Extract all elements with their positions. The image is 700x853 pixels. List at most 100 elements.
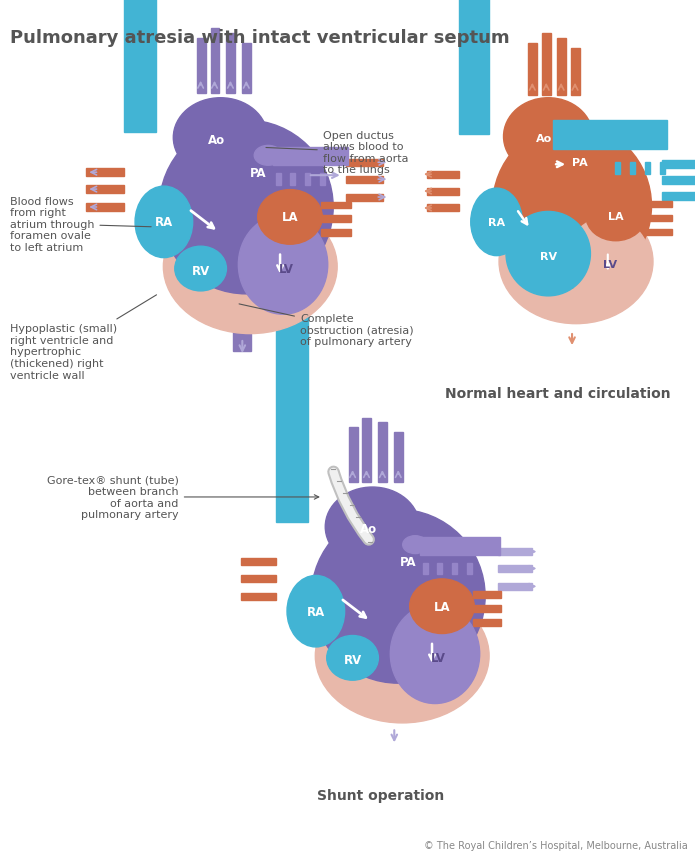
Bar [226, 34, 235, 94]
FancyArrow shape [321, 216, 351, 223]
FancyArrow shape [427, 189, 458, 195]
FancyArrowPatch shape [333, 473, 369, 540]
Text: RV: RV [192, 264, 210, 278]
Bar [197, 39, 206, 94]
Text: Ao: Ao [360, 523, 377, 536]
Bar [557, 39, 566, 96]
Bar [466, 21, 482, 81]
Ellipse shape [174, 99, 267, 178]
Ellipse shape [258, 190, 322, 245]
Text: Complete
obstruction (atresia)
of pulmonary artery: Complete obstruction (atresia) of pulmon… [239, 305, 414, 347]
FancyArrow shape [662, 161, 698, 169]
Ellipse shape [312, 510, 485, 683]
Ellipse shape [326, 487, 419, 567]
Bar [283, 398, 301, 462]
FancyArrow shape [452, 563, 457, 575]
Bar [233, 203, 251, 277]
FancyArrow shape [660, 163, 665, 175]
FancyArrow shape [346, 177, 384, 183]
Text: Ao: Ao [536, 134, 552, 144]
FancyArrow shape [645, 229, 673, 235]
Ellipse shape [506, 212, 590, 297]
Bar [563, 190, 580, 270]
FancyArrow shape [423, 563, 428, 575]
Ellipse shape [503, 99, 593, 176]
FancyArrowPatch shape [333, 473, 369, 540]
Bar [394, 433, 403, 483]
Bar [233, 297, 251, 351]
Bar [385, 587, 403, 666]
FancyArrow shape [427, 171, 458, 178]
Text: RA: RA [155, 216, 173, 229]
Bar [379, 423, 387, 483]
Ellipse shape [493, 125, 652, 288]
Ellipse shape [566, 218, 650, 307]
Ellipse shape [160, 121, 333, 294]
FancyArrow shape [645, 202, 673, 208]
Text: LV: LV [279, 263, 293, 276]
FancyArrow shape [86, 204, 124, 212]
FancyArrow shape [290, 174, 295, 186]
FancyArrow shape [86, 169, 124, 177]
Text: PA: PA [572, 158, 588, 168]
FancyArrow shape [468, 563, 472, 575]
Text: Hypoplastic (small)
right ventricle and
hypertrophic
(thickened) right
ventricle: Hypoplastic (small) right ventricle and … [10, 295, 157, 380]
Ellipse shape [499, 200, 653, 324]
Bar [124, 0, 156, 133]
Text: LA: LA [281, 212, 298, 224]
FancyArrow shape [438, 563, 442, 575]
FancyArrow shape [662, 177, 698, 185]
Ellipse shape [470, 189, 522, 257]
Ellipse shape [175, 247, 226, 292]
FancyArrow shape [473, 619, 500, 626]
Text: Open ductus
alows blood to
flow from aorta
to the lungs: Open ductus alows blood to flow from aor… [266, 131, 408, 175]
Text: LV: LV [603, 259, 617, 270]
Bar [211, 29, 220, 94]
Text: © The Royal Children’s Hospital, Melbourne, Australia: © The Royal Children’s Hospital, Melbour… [424, 839, 688, 850]
Text: Normal heart and circulation: Normal heart and circulation [445, 386, 671, 400]
Ellipse shape [402, 536, 428, 554]
Text: Ao: Ao [208, 134, 225, 147]
Bar [528, 44, 538, 96]
FancyArrow shape [321, 230, 351, 237]
FancyArrow shape [276, 174, 281, 186]
Text: Gore-tex® shunt (tube)
between branch
of aorta and
pulmonary artery: Gore-tex® shunt (tube) between branch of… [47, 475, 318, 519]
Text: LA: LA [433, 600, 450, 613]
Ellipse shape [586, 192, 645, 241]
Text: RA: RA [488, 218, 505, 228]
FancyArrow shape [321, 174, 326, 186]
FancyArrow shape [615, 163, 620, 175]
Bar [242, 44, 251, 94]
Bar [363, 418, 372, 483]
Text: Blood flows
from right
atrium through
foramen ovale
to left atrium: Blood flows from right atrium through fo… [10, 196, 151, 252]
FancyArrow shape [645, 216, 673, 222]
Text: PA: PA [400, 555, 416, 568]
Ellipse shape [135, 187, 192, 258]
FancyArrow shape [662, 193, 698, 200]
Bar [542, 34, 551, 96]
FancyArrow shape [498, 548, 532, 555]
Bar [553, 120, 667, 150]
Bar [420, 537, 500, 555]
Ellipse shape [163, 200, 337, 334]
FancyArrow shape [645, 163, 650, 175]
Bar [273, 148, 348, 166]
Text: RA: RA [307, 605, 325, 618]
FancyArrow shape [498, 566, 532, 572]
FancyArrow shape [630, 163, 635, 175]
FancyArrow shape [86, 186, 124, 194]
Text: Shunt operation: Shunt operation [316, 788, 444, 802]
Ellipse shape [327, 635, 379, 681]
Bar [131, 9, 149, 74]
Text: LA: LA [608, 212, 624, 222]
Text: Pulmonary atresia with intact ventricular septum: Pulmonary atresia with intact ventricula… [10, 29, 510, 47]
Bar [571, 49, 580, 96]
FancyArrow shape [241, 593, 276, 600]
FancyArrow shape [241, 575, 276, 583]
Ellipse shape [254, 146, 282, 166]
FancyArrow shape [346, 194, 384, 201]
Ellipse shape [315, 589, 489, 723]
Bar [458, 0, 489, 136]
FancyArrow shape [427, 206, 458, 212]
Ellipse shape [287, 576, 344, 647]
